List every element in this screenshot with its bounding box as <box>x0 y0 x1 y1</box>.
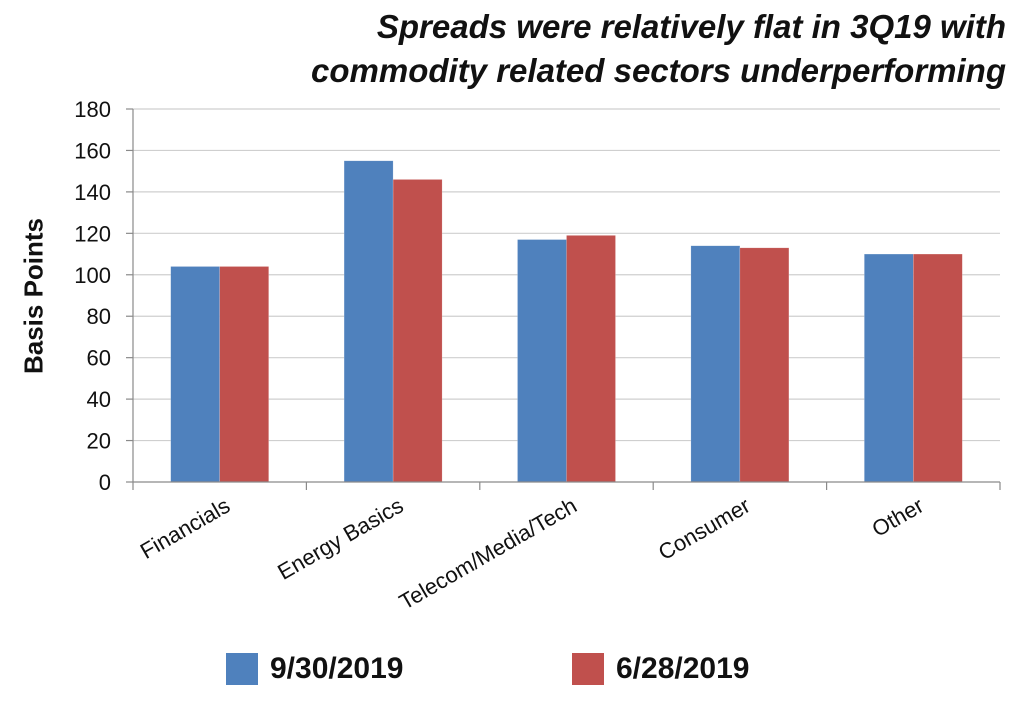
y-tick-label: 140 <box>74 180 111 205</box>
x-tick-label: Consumer <box>654 493 754 565</box>
bar-1-telecom-media-tech <box>517 239 567 483</box>
x-tick-label: Telecom/Media/Tech <box>395 493 581 615</box>
bars <box>170 160 963 483</box>
axes <box>126 108 1001 490</box>
bar-2-energy-basics <box>392 179 443 483</box>
y-tick-label: 160 <box>74 138 111 163</box>
legend-label-series-2: 6/28/2019 <box>616 652 750 685</box>
bar-1-financials <box>170 266 220 483</box>
y-tick-label: 120 <box>74 221 111 246</box>
y-tick-label: 0 <box>99 470 111 495</box>
legend-item-series-1: 9/30/2019 <box>226 652 403 686</box>
bar-1-consumer <box>690 245 741 483</box>
y-tick-label: 80 <box>87 304 111 329</box>
y-tick-label: 40 <box>87 387 111 412</box>
legend-swatch-series-1 <box>226 653 258 685</box>
bar-2-consumer <box>739 247 790 483</box>
legend-swatch-series-2 <box>572 653 604 685</box>
y-tick-label: 60 <box>87 346 111 371</box>
legend-label-series-1: 9/30/2019 <box>270 652 404 685</box>
x-tick-label: Financials <box>136 493 234 564</box>
chart-title-line-2: commodity related sectors underperformin… <box>311 52 1006 89</box>
bar-2-other <box>913 253 963 483</box>
y-tick-label: 180 <box>74 97 111 122</box>
bar-2-telecom-media-tech <box>566 235 616 483</box>
bar-1-other <box>864 253 914 483</box>
y-tick-label: 100 <box>74 263 111 288</box>
y-tick-label: 20 <box>87 429 111 454</box>
x-tick-label: Other <box>868 493 928 542</box>
bar-2-financials <box>219 266 269 483</box>
chart-title-line-1: Spreads were relatively flat in 3Q19 wit… <box>376 8 1006 45</box>
legend-item-series-2: 6/28/2019 <box>572 652 749 686</box>
bar-1-energy-basics <box>343 160 394 483</box>
x-tick-label: Energy Basics <box>273 493 407 585</box>
